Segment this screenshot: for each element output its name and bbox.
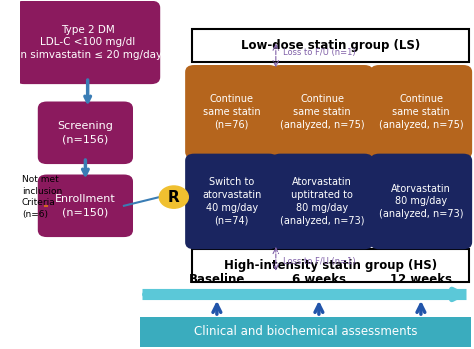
Text: Not met
inclusion
Criteria
(n=6): Not met inclusion Criteria (n=6) <box>22 175 62 219</box>
FancyBboxPatch shape <box>38 102 133 164</box>
Text: Low-dose statin group (LS): Low-dose statin group (LS) <box>241 38 420 52</box>
Text: Loss to F/U (n=1): Loss to F/U (n=1) <box>283 48 355 57</box>
FancyBboxPatch shape <box>185 65 278 159</box>
Text: Enrollment
(n=150): Enrollment (n=150) <box>55 194 116 217</box>
FancyBboxPatch shape <box>140 317 471 347</box>
Text: High-intensity statin group (HS): High-intensity statin group (HS) <box>224 259 437 272</box>
Text: Continue
same statin
(n=76): Continue same statin (n=76) <box>203 94 260 130</box>
Text: Atorvastatin
uptitrated to
80 mg/day
(analyzed, n=73): Atorvastatin uptitrated to 80 mg/day (an… <box>280 177 365 226</box>
Text: Clinical and biochemical assessments: Clinical and biochemical assessments <box>193 325 417 338</box>
Text: Screening
(n=156): Screening (n=156) <box>57 121 113 144</box>
Circle shape <box>159 186 188 208</box>
Text: Type 2 DM
LDL-C <100 mg/dl
on simvastatin ≤ 20 mg/day: Type 2 DM LDL-C <100 mg/dl on simvastati… <box>14 25 162 60</box>
Text: Continue
same statin
(analyzed, n=75): Continue same statin (analyzed, n=75) <box>379 94 464 130</box>
FancyBboxPatch shape <box>271 154 374 249</box>
FancyBboxPatch shape <box>192 249 468 282</box>
Text: 12 weeks: 12 weeks <box>390 273 452 286</box>
Text: Atorvastatin
80 mg/day
(analyzed, n=73): Atorvastatin 80 mg/day (analyzed, n=73) <box>379 184 464 219</box>
FancyBboxPatch shape <box>271 65 374 159</box>
Text: R: R <box>168 190 180 205</box>
Text: Loss to F/U (n=1): Loss to F/U (n=1) <box>283 257 355 266</box>
Text: 6 weeks: 6 weeks <box>292 273 346 286</box>
FancyBboxPatch shape <box>15 1 160 84</box>
FancyBboxPatch shape <box>370 154 472 249</box>
Text: Continue
same statin
(analyzed, n=75): Continue same statin (analyzed, n=75) <box>280 94 365 130</box>
Text: Baseline: Baseline <box>189 273 245 286</box>
FancyBboxPatch shape <box>185 154 278 249</box>
FancyBboxPatch shape <box>192 29 468 61</box>
Text: Switch to
atorvastatin
40 mg/day
(n=74): Switch to atorvastatin 40 mg/day (n=74) <box>202 177 261 226</box>
FancyBboxPatch shape <box>38 174 133 237</box>
FancyBboxPatch shape <box>370 65 472 159</box>
